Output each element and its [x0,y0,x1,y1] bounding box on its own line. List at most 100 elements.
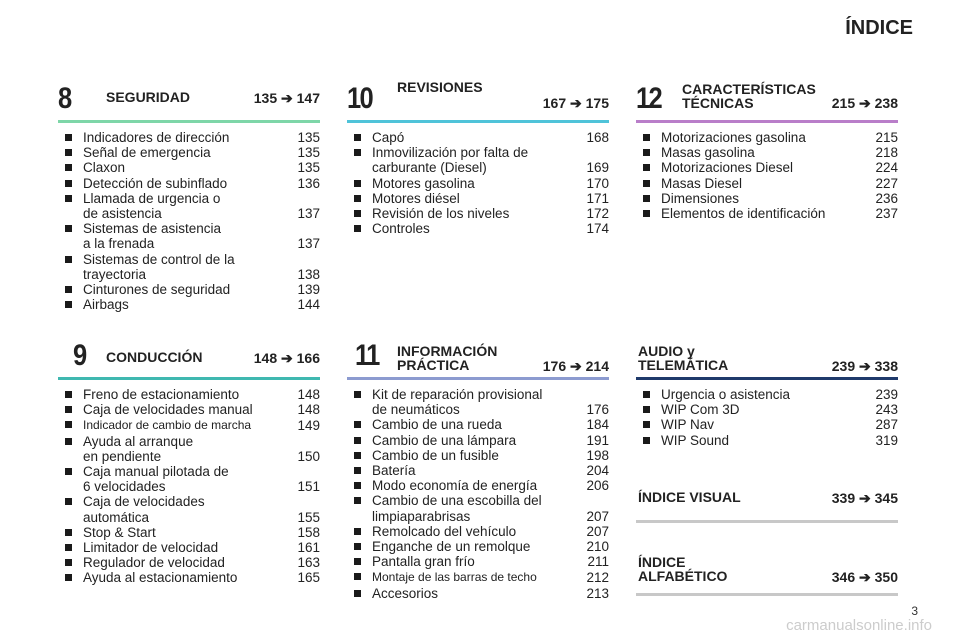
item-page-number: 319 [875,432,898,448]
item-page-number: 211 [587,554,609,570]
section-title: CONDUCCIÓN [106,349,203,365]
list-item: Remolcado del vehículo 207 [347,524,609,539]
section-title: SEGURIDAD [106,89,191,105]
list-item: Cinturones de seguridad 139 [58,282,320,297]
list-item: Indicador de cambio de marcha 149 [58,417,320,433]
list-item: Motores diésel 171 [347,191,609,206]
item-page-number: 243 [875,402,898,418]
list-item: Ayuda al arranque en pendiente 150 [58,434,320,464]
section-number: 9 [73,339,87,372]
item-page-number: 135 [297,145,320,161]
section-color-bar [636,120,898,123]
item-label: Dimensiones [661,190,740,206]
item-list: Capó 168 Inmovilización por falta de carbu… [347,130,609,236]
item-page-number: 207 [586,523,609,539]
item-page-number: 170 [586,175,609,191]
item-label: Controles [372,221,430,237]
item-list: Freno de estacionamiento 148 Caja de veloc… [58,387,320,586]
item-label: Montaje de las barras de techo [372,570,537,585]
section-header: 9 CONDUCCIÓN 148 ➔ 166 [58,337,320,377]
item-label: Masas Diesel [661,175,743,191]
list-item: Masas Diesel 227 [636,176,898,191]
item-page-number: 239 [875,387,898,402]
list-item: Dimensiones 236 [636,191,898,206]
item-page-number: 138 [297,266,320,282]
list-item: Ayuda al estacionamiento 165 [58,570,320,585]
item-page-number: 191 [586,432,609,448]
list-item: Sistemas de asistencia a la frenada 137 [58,221,320,251]
section-number: 10 [347,82,374,115]
item-page-number: 135 [297,130,320,145]
list-item: Controles 174 [347,221,609,236]
item-label: Detección de subinflado [83,175,228,191]
list-item: Cambio de una rueda 184 [347,417,609,432]
item-page-number: 207 [586,508,609,524]
section-indice-visual: ÍNDICE VISUAL 339 ➔ 345 [636,480,898,523]
list-item: WIP Nav 287 [636,417,898,432]
list-item: WIP Com 3D 243 [636,402,898,417]
section-page-range: 167 ➔ 175 [542,95,609,111]
section-page-range: 135 ➔ 147 [253,90,320,106]
section-page-range: 176 ➔ 214 [542,358,609,374]
list-item: Detección de subinflado 136 [58,176,320,191]
section-header: 11 INFORMACIÓN PRÁCTICA 176 ➔ 214 [347,337,609,377]
item-label: WIP Sound [661,432,730,448]
item-label: Llamada de urgencia o de asistencia [83,190,221,222]
list-item: Claxon 135 [58,160,320,175]
list-item: Caja manual pilotada de 6 velocidades 151 [58,464,320,494]
section-number: 12 [636,82,663,115]
section-number: 8 [58,82,72,115]
section-header: ÍNDICE VISUAL 339 ➔ 345 [636,480,898,520]
item-label: Indicadores de dirección [83,130,230,145]
item-label: Indicador de cambio de marcha [83,418,252,433]
section-header: 8 SEGURIDAD 135 ➔ 147 [58,80,320,120]
item-list: Kit de reparación provisional de neumáti… [347,387,609,601]
item-label: Sistemas de asistencia a la frenada [83,221,222,252]
item-page-number: 158 [297,524,320,540]
item-page-number: 144 [297,297,320,313]
item-label: Modo economía de energía [372,478,538,494]
list-item: Stop & Start 158 [58,525,320,540]
section-title: CARACTERÍSTICAS TÉCNICAS [682,81,816,111]
section-revisiones: 10 REVISIONES 167 ➔ 175 Capó 168 Inmoviliz… [347,80,609,236]
section-page-range: 339 ➔ 345 [831,490,898,506]
item-page-number: 165 [297,570,320,586]
item-label: Limitador de velocidad [83,540,219,556]
item-label: Remolcado del vehículo [372,523,517,539]
item-label: Motorizaciones gasolina [661,130,806,145]
item-label: WIP Nav [661,417,715,433]
list-item: Capó 168 [347,130,609,145]
item-label: Motores gasolina [372,175,475,191]
item-label: Accesorios [372,585,439,601]
item-list: Urgencia o asistencia 239 WIP Com 3D 243 WIP… [636,387,898,448]
item-page-number: 169 [586,160,609,176]
watermark: carmanualsonline.info [786,617,932,634]
section-page-range: 239 ➔ 338 [831,358,898,374]
item-label: Cambio de una escobilla del limpiaparabr… [372,493,542,524]
list-item: Pantalla gran frío 211 [347,554,609,569]
page-number: 3 [911,604,918,618]
item-list: Indicadores de dirección 135 Señal de emer… [58,130,320,312]
section-header: 12 CARACTERÍSTICAS TÉCNICAS 215 ➔ 238 [636,80,898,120]
item-label: Enganche de un remolque [372,539,531,555]
item-page-number: 163 [297,555,320,571]
section-conduccion: 9 CONDUCCIÓN 148 ➔ 166 Freno de estacion… [58,337,320,586]
list-item: Enganche de un remolque 210 [347,539,609,554]
item-page-number: 137 [297,236,320,252]
item-page-number: 150 [297,448,320,464]
item-page-number: 174 [586,221,609,237]
item-label: Caja manual pilotada de 6 velocidades [83,464,229,495]
item-page-number: 210 [586,539,609,555]
item-page-number: 212 [586,570,609,586]
list-item: Revisión de los niveles 172 [347,206,609,221]
item-label: Airbags [83,297,129,313]
page-title: ÍNDICE [845,17,913,39]
item-page-number: 136 [297,175,320,191]
section-informacion: 11 INFORMACIÓN PRÁCTICA 176 ➔ 214 Kit de… [347,337,609,601]
item-label: Caja de velocidades automática [83,494,205,525]
section-seguridad: 8 SEGURIDAD 135 ➔ 147 Indicadores de dir… [58,80,320,312]
item-page-number: 137 [297,206,320,222]
section-color-bar [58,377,320,380]
section-audio: AUDIO y TELEMÁTICA 239 ➔ 338 Urgencia o … [636,337,898,448]
item-label: Revisión de los niveles [372,206,510,222]
